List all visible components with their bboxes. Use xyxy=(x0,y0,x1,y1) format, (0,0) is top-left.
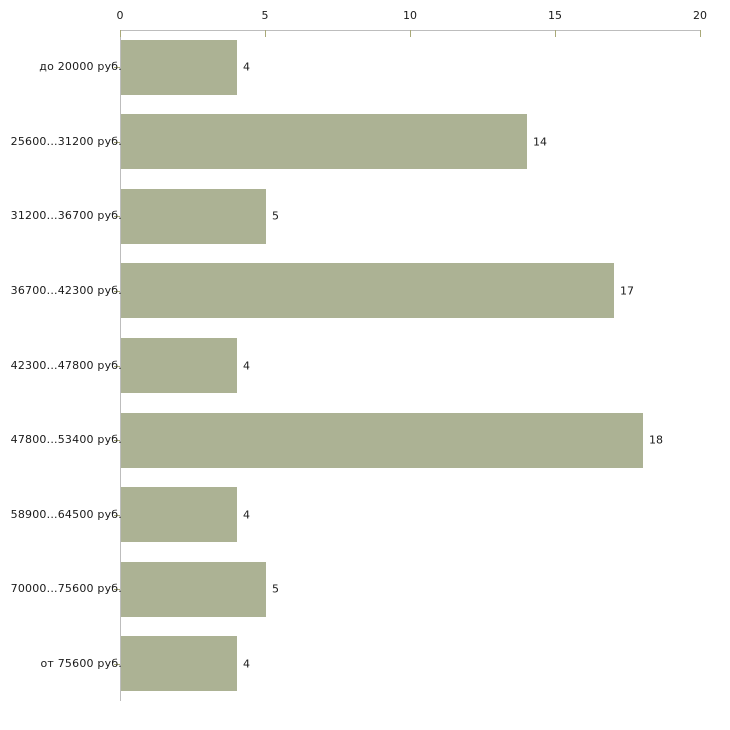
x-axis-tick xyxy=(700,30,701,37)
y-axis-line xyxy=(120,30,121,701)
y-axis-tick xyxy=(114,440,120,441)
y-axis-tick xyxy=(114,216,120,217)
y-axis-tick xyxy=(114,291,120,292)
bar[interactable] xyxy=(121,413,643,468)
category-label: 36700...42300 руб. xyxy=(10,284,122,297)
bar-value-label: 14 xyxy=(533,135,547,149)
y-axis-tick xyxy=(114,515,120,516)
y-axis-tick xyxy=(114,366,120,367)
category-label: 47800...53400 руб. xyxy=(10,433,122,446)
category-label: 31200...36700 руб. xyxy=(10,209,122,222)
category-label: 42300...47800 руб. xyxy=(10,359,122,372)
bar-value-label: 5 xyxy=(272,209,279,223)
bar[interactable] xyxy=(121,487,237,542)
bar-value-label: 5 xyxy=(272,582,279,596)
bar[interactable] xyxy=(121,338,237,393)
bar[interactable] xyxy=(121,636,237,691)
x-axis-tick xyxy=(410,30,411,37)
category-label: 25600...31200 руб. xyxy=(10,135,122,148)
x-axis-tick-label: 0 xyxy=(116,9,124,22)
bar[interactable] xyxy=(121,189,266,244)
category-label: 58900...64500 руб. xyxy=(10,508,122,521)
y-axis-tick xyxy=(114,589,120,590)
x-axis-tick-label: 5 xyxy=(261,9,269,22)
bar-value-label: 4 xyxy=(243,657,250,671)
category-label: до 20000 руб. xyxy=(39,60,122,73)
bar-value-label: 18 xyxy=(649,433,663,447)
x-axis-tick-label: 15 xyxy=(548,9,562,22)
y-axis-tick xyxy=(114,664,120,665)
y-axis-tick xyxy=(114,67,120,68)
x-axis-tick xyxy=(555,30,556,37)
x-axis-tick-label: 20 xyxy=(693,9,707,22)
bar[interactable] xyxy=(121,114,527,169)
x-axis-tick-label: 10 xyxy=(403,9,417,22)
bar-value-label: 4 xyxy=(243,508,250,522)
bar[interactable] xyxy=(121,263,614,318)
y-axis-tick xyxy=(114,142,120,143)
category-label: от 75600 руб. xyxy=(40,657,122,670)
bar[interactable] xyxy=(121,562,266,617)
category-label: 70000...75600 руб. xyxy=(10,582,122,595)
bar-value-label: 4 xyxy=(243,359,250,373)
bar-value-label: 17 xyxy=(620,284,634,298)
x-axis-tick xyxy=(120,30,121,37)
bar[interactable] xyxy=(121,40,237,95)
bar-value-label: 4 xyxy=(243,60,250,74)
x-axis-tick xyxy=(265,30,266,37)
